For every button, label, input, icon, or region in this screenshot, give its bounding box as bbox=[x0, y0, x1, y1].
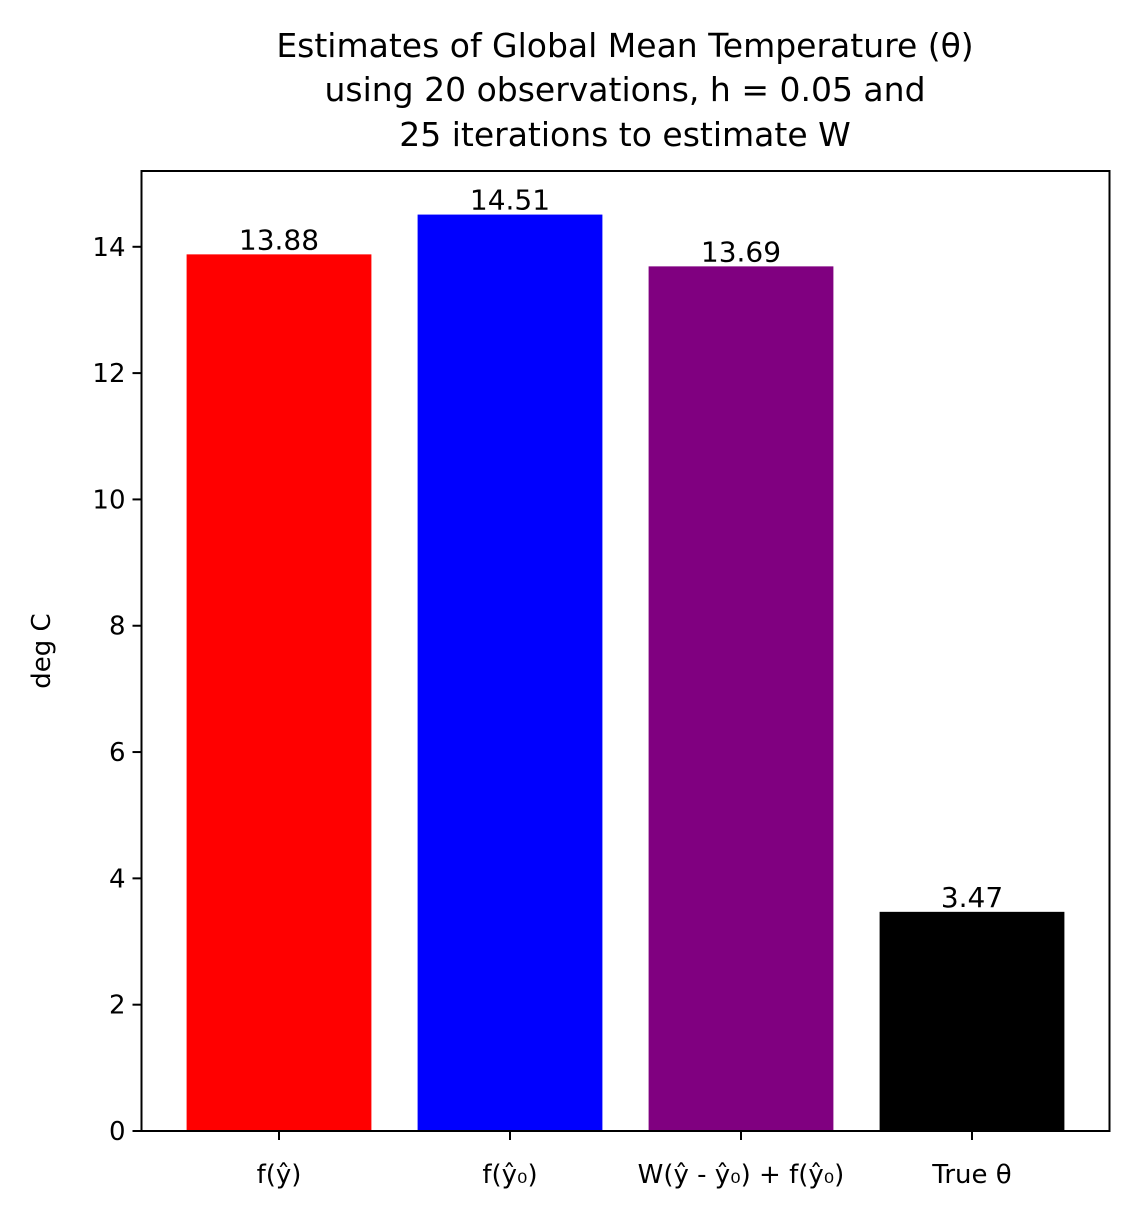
x-axis-ticks: f(ŷ) f(ŷ₀) W(ŷ - ŷ₀) + f(ŷ₀) True θ bbox=[257, 1131, 1012, 1190]
bar-value-labels: 13.88 14.51 13.69 3.47 bbox=[239, 184, 1003, 914]
y-tick-label: 2 bbox=[109, 991, 126, 1021]
y-tick-label: 10 bbox=[92, 485, 125, 515]
plot-frame bbox=[140, 170, 1111, 1132]
chart-title-line-2: using 20 observations, h = 0.05 and bbox=[324, 70, 925, 109]
y-axis-label: deg C bbox=[27, 613, 57, 688]
bar-value-label: 3.47 bbox=[941, 881, 1003, 914]
y-tick-label: 12 bbox=[92, 359, 125, 389]
y-tick-label: 0 bbox=[109, 1117, 126, 1147]
x-tick-label: True θ bbox=[931, 1160, 1011, 1190]
chart-title: Estimates of Global Mean Temperature (θ)… bbox=[276, 26, 973, 154]
bar-value-label: 13.69 bbox=[701, 235, 781, 268]
y-tick-label: 6 bbox=[109, 738, 126, 768]
bar bbox=[879, 911, 1065, 1131]
y-axis-ticks: 0 2 4 6 8 10 12 14 bbox=[92, 233, 142, 1147]
y-tick-label: 8 bbox=[109, 612, 126, 642]
x-tick-label: W(ŷ - ŷ₀) + f(ŷ₀) bbox=[638, 1160, 845, 1190]
x-tick-label: f(ŷ₀) bbox=[482, 1160, 537, 1190]
bar bbox=[186, 254, 372, 1132]
bar-series bbox=[186, 214, 1065, 1132]
y-tick-label: 4 bbox=[109, 864, 126, 894]
bar-value-label: 13.88 bbox=[239, 223, 319, 256]
bar bbox=[417, 214, 603, 1131]
bar-value-label: 14.51 bbox=[470, 184, 550, 217]
chart-title-line-1: Estimates of Global Mean Temperature (θ) bbox=[276, 26, 973, 65]
bar bbox=[648, 266, 834, 1131]
y-tick-label: 14 bbox=[92, 233, 125, 263]
x-tick-label: f(ŷ) bbox=[257, 1160, 302, 1190]
chart-title-line-3: 25 iterations to estimate W bbox=[399, 115, 851, 154]
